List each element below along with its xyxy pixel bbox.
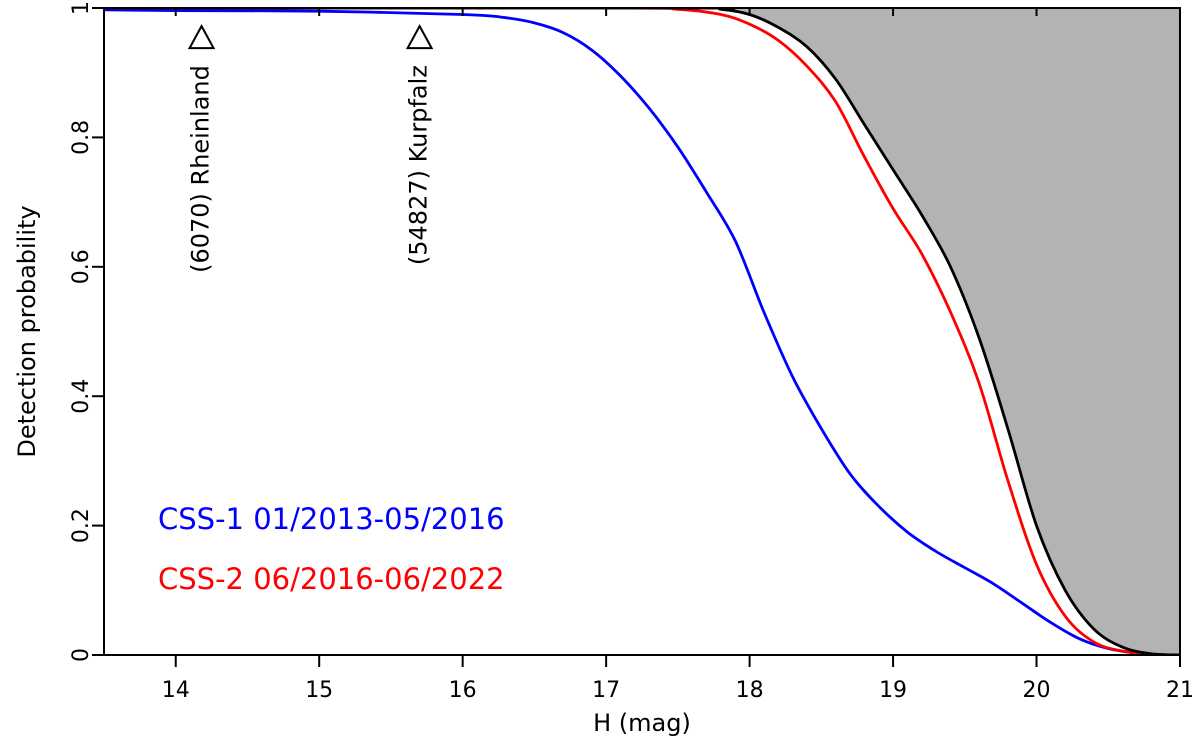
y-tick-label: 1	[69, 1, 94, 15]
annotation-label-2: (54827) Kurpfalz	[405, 65, 433, 265]
x-tick-label: 19	[879, 678, 907, 703]
y-tick-label: 0	[69, 648, 94, 662]
y-tick-label: 0.4	[69, 379, 94, 414]
x-tick-label: 15	[305, 678, 333, 703]
annotation-label-1: (6070) Rheinland	[187, 65, 215, 273]
series-line-1	[104, 8, 1180, 655]
shaded-region	[104, 8, 1180, 655]
x-tick-label: 21	[1166, 678, 1194, 703]
y-tick-label: 0.6	[69, 249, 94, 284]
x-tick-label: 18	[736, 678, 764, 703]
x-tick-label: 16	[449, 678, 477, 703]
y-tick-label: 0.8	[69, 120, 94, 155]
annotation-triangle-2	[405, 24, 434, 50]
legend-entry-2: CSS-2 06/2016-06/2022	[158, 562, 505, 596]
annotation-triangle-1	[187, 24, 216, 50]
x-tick-label: 17	[592, 678, 620, 703]
x-tick-label: 14	[162, 678, 190, 703]
legend-entry-1: CSS-1 01/2013-05/2016	[158, 502, 505, 536]
y-tick-label: 0.2	[69, 508, 94, 543]
plot-frame	[103, 7, 1181, 656]
x-axis-title: H (mag)	[593, 709, 691, 737]
x-tick-label: 20	[1023, 678, 1051, 703]
y-axis-title: Detection probability	[13, 205, 41, 457]
legend: CSS-1 01/2013-05/2016 CSS-2 06/2016-06/20…	[158, 502, 505, 596]
